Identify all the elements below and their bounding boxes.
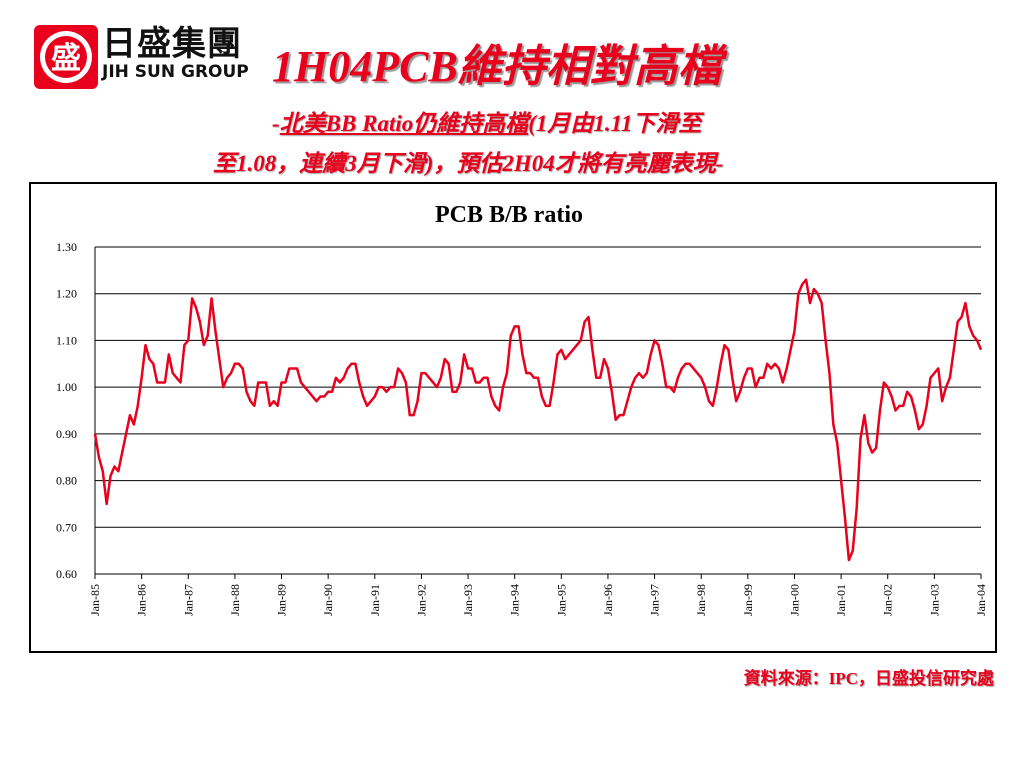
x-tick-label: Jan-97 <box>648 584 662 616</box>
y-tick-label: 1.20 <box>56 287 77 301</box>
subtitle-part: 北美BB Ratio仍維持高檔 <box>279 111 529 136</box>
logo-mark: 盛 <box>51 42 81 75</box>
y-tick-label: 1.30 <box>56 240 77 254</box>
data-line <box>93 278 983 562</box>
x-tick-label: Jan-95 <box>554 584 568 616</box>
subtitle-part: (1月由1.11下滑至 <box>528 111 702 136</box>
x-tick-label: Jan-02 <box>881 584 895 616</box>
logo-english: JIH SUN GROUP <box>102 62 249 82</box>
x-tick-label: Jan-99 <box>741 584 755 616</box>
x-tick-label: Jan-93 <box>461 584 475 616</box>
x-tick-label: Jan-89 <box>275 584 289 616</box>
y-tick-label: 0.70 <box>56 520 77 534</box>
x-tick-label: Jan-87 <box>181 584 195 616</box>
y-tick-label: 0.80 <box>56 474 77 488</box>
x-tick-label: Jan-96 <box>601 584 615 616</box>
chart-title: PCB B/B ratio <box>435 202 583 228</box>
x-tick-label: Jan-88 <box>228 584 242 616</box>
logo-name: 日盛集團 <box>102 24 242 64</box>
logo-inner <box>45 36 87 78</box>
x-tick-label: Jan-90 <box>321 584 335 616</box>
logo-text: 日盛集團 JIH SUN GROUP <box>102 26 249 82</box>
chart-frame <box>29 182 997 653</box>
y-tick-label: 1.00 <box>56 380 77 394</box>
x-tick-label: Jan-92 <box>414 584 428 616</box>
x-tick-label: Jan-91 <box>368 584 382 616</box>
x-tick-label: Jan-01 <box>834 584 848 616</box>
x-tick-label: Jan-00 <box>787 584 801 616</box>
x-tick-label: Jan-85 <box>88 584 102 616</box>
x-tick-label: Jan-04 <box>974 584 988 616</box>
page-title: 1H04PCB維持相對高檔 <box>272 42 722 91</box>
subtitle-line: 至1.08，連續3月下滑)，預估2H04才將有亮麗表現- <box>213 151 724 176</box>
y-tick-label: 1.10 <box>56 333 77 347</box>
logo-icon: 盛 <box>34 25 98 89</box>
y-tick-label: 0.90 <box>56 427 77 441</box>
x-tick-label: Jan-98 <box>694 584 708 616</box>
x-tick-label: Jan-94 <box>508 584 522 616</box>
subtitle-part: - <box>272 111 280 136</box>
x-tick-label: Jan-03 <box>927 584 941 616</box>
source-note: 資料來源：IPC，日盛投信研究處 <box>743 669 994 688</box>
y-tick-label: 0.60 <box>56 567 77 581</box>
subtitle-line: -北美BB Ratio仍維持高檔(1月由1.11下滑至 <box>272 104 701 138</box>
x-tick-label: Jan-86 <box>135 584 149 616</box>
